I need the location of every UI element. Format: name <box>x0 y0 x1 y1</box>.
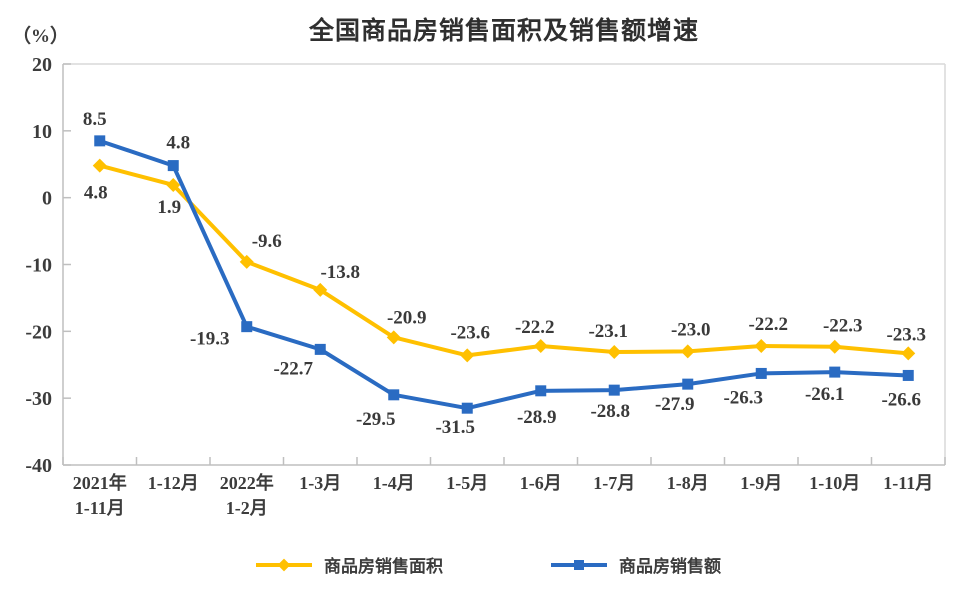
x-category-label: 1-12月 <box>148 473 199 493</box>
data-label: -19.3 <box>190 329 230 350</box>
x-axis: 2021年 1-11月 1-12月 2022年 1-2月 1-3月 1-4月 1-5月 1-6月… <box>62 457 946 518</box>
data-label: -27.9 <box>655 394 695 415</box>
data-label: -22.7 <box>273 358 313 379</box>
y-tick-label: -40 <box>25 455 52 477</box>
square-marker-icon <box>167 160 179 172</box>
x-category-label: 1-3月 <box>299 473 341 493</box>
legend-line-sales-area <box>256 558 312 571</box>
chart-legend: 商品房销售面积 商品房销售额 <box>0 552 977 577</box>
diamond-marker-icon <box>901 346 916 361</box>
data-label: -23.6 <box>450 322 490 343</box>
y-tick-label: -20 <box>25 321 52 343</box>
data-label: -22.2 <box>515 317 555 338</box>
y-axis-unit-label: （%） <box>12 26 70 47</box>
data-label: 1.9 <box>157 197 181 218</box>
y-tick-label: 10 <box>32 121 52 143</box>
diamond-marker-icon <box>92 158 107 173</box>
data-labels: 4.8 1.9 -9.6 -13.8 -20.9 -23.6 -22.2 -23.1 -23.0… <box>83 109 926 438</box>
diamond-marker-icon <box>277 558 291 571</box>
data-label: -22.2 <box>748 314 788 335</box>
x-category-label: 1-5月 <box>446 473 488 493</box>
data-label: -28.9 <box>517 407 557 428</box>
series-sales-area <box>92 158 916 363</box>
y-tick-label: 0 <box>42 188 52 210</box>
diamond-marker-icon <box>239 254 254 269</box>
data-label: 4.8 <box>84 183 108 204</box>
square-marker-icon <box>388 389 400 401</box>
diamond-marker-icon <box>827 339 842 354</box>
diamond-marker-icon <box>386 330 401 345</box>
legend-line-sales-value <box>551 559 607 570</box>
x-category-label: 1-11月 <box>883 473 933 493</box>
diamond-marker-icon <box>607 345 622 360</box>
x-category-label: 1-8月 <box>667 473 709 493</box>
data-label: -23.3 <box>886 324 926 345</box>
data-label: -31.5 <box>435 417 475 438</box>
x-category-label: 1-9月 <box>740 473 782 493</box>
data-label: -23.0 <box>671 319 711 340</box>
square-marker-icon <box>755 367 767 379</box>
legend-item-sales-value: 商品房销售额 <box>551 552 721 577</box>
square-marker-icon <box>314 343 326 355</box>
x-category-label: 1-7月 <box>593 473 635 493</box>
square-marker-icon <box>829 366 841 378</box>
legend-label-sales-area: 商品房销售面积 <box>324 557 443 576</box>
y-axis: 20 10 0 -10 -20 -30 -40 <box>25 54 71 477</box>
diamond-marker-icon <box>754 339 769 354</box>
x-category-label: 2022年 1-2月 <box>220 472 274 518</box>
x-category-label: 1-10月 <box>809 473 860 493</box>
data-label: -28.8 <box>590 401 630 422</box>
diamond-marker-icon <box>166 177 181 192</box>
data-label: -22.3 <box>823 316 863 337</box>
data-label: -23.1 <box>588 321 628 342</box>
x-category-label: 1-6月 <box>520 473 562 493</box>
data-label: -29.5 <box>356 409 396 430</box>
data-label: 8.5 <box>83 109 107 130</box>
square-marker-icon <box>535 385 547 397</box>
legend-label-sales-value: 商品房销售额 <box>619 557 721 576</box>
data-label: -26.1 <box>805 384 845 405</box>
square-marker-icon <box>682 378 694 390</box>
square-marker-icon <box>608 384 620 396</box>
data-label: -13.8 <box>320 262 360 283</box>
diamond-marker-icon <box>313 282 328 297</box>
x-category-label: 2021年 1-11月 <box>73 472 127 518</box>
square-marker-icon <box>902 369 914 381</box>
diamond-marker-icon <box>533 339 548 354</box>
y-tick-label: 20 <box>32 54 52 76</box>
data-label: -20.9 <box>387 307 427 328</box>
square-marker-icon <box>241 321 253 333</box>
series-sales-value <box>94 135 914 414</box>
square-marker-icon <box>461 402 473 414</box>
data-label: -9.6 <box>252 231 282 252</box>
diamond-marker-icon <box>460 348 475 363</box>
x-category-label: 1-4月 <box>373 473 415 493</box>
data-label: -26.6 <box>881 389 921 410</box>
y-tick-label: -30 <box>25 388 52 410</box>
legend-item-sales-area: 商品房销售面积 <box>256 552 443 577</box>
square-marker-icon <box>94 135 106 147</box>
data-label: 4.8 <box>166 133 190 154</box>
y-tick-label: -10 <box>25 255 52 277</box>
diamond-marker-icon <box>680 344 695 359</box>
square-marker-icon <box>574 559 584 570</box>
data-label: -26.3 <box>723 387 763 408</box>
chart-title: 全国商品房销售面积及销售额增速 <box>308 17 699 45</box>
